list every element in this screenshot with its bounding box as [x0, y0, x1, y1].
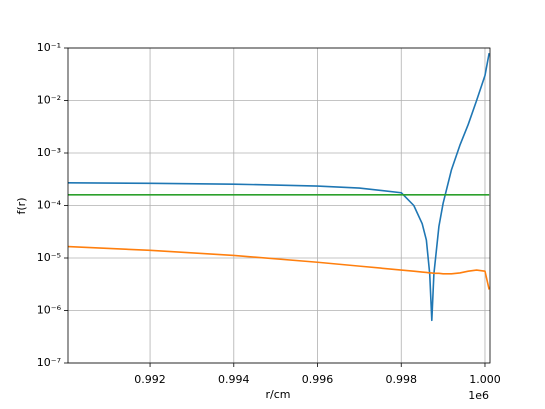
data-line: [68, 52, 490, 322]
y-tick-label: 10⁻⁴: [37, 199, 62, 212]
x-tick-label: 0.996: [302, 373, 334, 386]
y-tick-label: 10⁻⁷: [37, 356, 61, 369]
x-offset-label: 1e6: [468, 389, 489, 402]
plot-frame: [67, 47, 491, 364]
y-tick-label: 10⁻⁵: [37, 251, 61, 264]
y-tick-label: 10⁻²: [37, 94, 61, 107]
y-tick-label: 10⁻³: [37, 146, 61, 159]
x-tick-label: 0.998: [385, 373, 417, 386]
x-tick-label: 0.992: [134, 373, 166, 386]
x-axis-label: r/cm: [266, 388, 291, 401]
data-line: [68, 245, 490, 290]
y-tick-label: 10⁻¹: [37, 41, 61, 54]
y-tick-label: 10⁻⁶: [37, 304, 62, 317]
x-tick-label: 1.000: [469, 373, 501, 386]
x-tick-label: 0.994: [218, 373, 250, 386]
y-axis-label: f(r): [15, 198, 28, 215]
